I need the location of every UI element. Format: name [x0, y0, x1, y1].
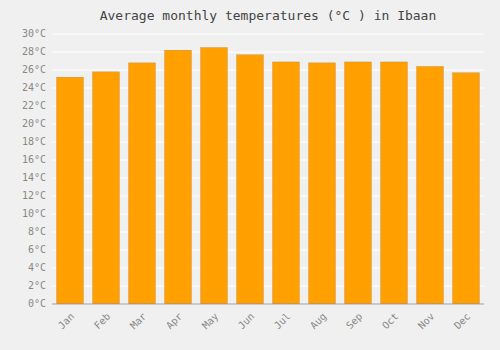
bar — [345, 62, 372, 304]
bar — [57, 77, 84, 304]
y-tick-label: 14°C — [22, 172, 46, 183]
y-tick-label: 20°C — [22, 118, 46, 129]
y-tick-label: 10°C — [22, 208, 46, 219]
x-tick-label: Mar — [128, 311, 149, 332]
y-tick-label: 4°C — [28, 262, 46, 273]
bar — [381, 62, 408, 304]
chart-container: 0°C 2°C 4°C 6°C 8°C 10°C 12°C 14°C 16°C 18°C 20°C 2… — [0, 0, 500, 350]
x-tick-label: Oct — [380, 311, 401, 332]
bar — [273, 62, 300, 304]
x-tick-label: Aug — [308, 311, 329, 332]
grid-line — [52, 304, 484, 305]
y-tick-label: 2°C — [28, 280, 46, 291]
bar — [201, 48, 228, 305]
x-tick-label: Dec — [452, 311, 473, 332]
bar — [453, 73, 480, 304]
y-tick-label: 16°C — [22, 154, 46, 165]
bar — [93, 72, 120, 304]
bar — [309, 63, 336, 304]
y-tick-label: 30°C — [22, 28, 46, 39]
y-tick-label: 6°C — [28, 244, 46, 255]
y-tick-label: 28°C — [22, 46, 46, 57]
x-tick-label: Apr — [164, 311, 185, 332]
y-tick-label: 0°C — [28, 298, 46, 309]
bar — [417, 66, 444, 304]
chart: 0°C 2°C 4°C 6°C 8°C 10°C 12°C 14°C 16°C 18°C 20°C 2… — [0, 0, 500, 350]
y-tick-label: 22°C — [22, 100, 46, 111]
y-tick-label: 24°C — [22, 82, 46, 93]
bar — [129, 63, 156, 304]
x-axis-line — [52, 304, 484, 305]
y-tick-label: 18°C — [22, 136, 46, 147]
bar — [165, 50, 192, 304]
y-tick-label: 8°C — [28, 226, 46, 237]
y-axis: 0°C 2°C 4°C 6°C 8°C 10°C 12°C 14°C 16°C 18°C 20°C 2… — [22, 28, 46, 309]
bars — [57, 48, 480, 305]
x-axis: Jan Feb Mar Apr May Jun Jul Aug Sep Oct Nov Dec — [56, 311, 473, 332]
x-tick-label: Nov — [416, 311, 437, 332]
x-tick-label: Jul — [272, 311, 293, 332]
grid-line — [52, 52, 484, 53]
grid-line — [52, 34, 484, 35]
x-tick-label: May — [200, 311, 221, 332]
x-tick-label: Jan — [56, 311, 77, 332]
title: Average monthly temperatures (°C ) in Ib… — [100, 8, 437, 23]
x-tick-label: Sep — [344, 311, 365, 332]
x-tick-label: Jun — [236, 311, 257, 332]
bar — [237, 55, 264, 304]
grid — [52, 34, 484, 304]
background — [0, 0, 500, 350]
y-tick-label: 12°C — [22, 190, 46, 201]
y-tick-label: 26°C — [22, 64, 46, 75]
x-tick-label: Feb — [92, 311, 113, 332]
